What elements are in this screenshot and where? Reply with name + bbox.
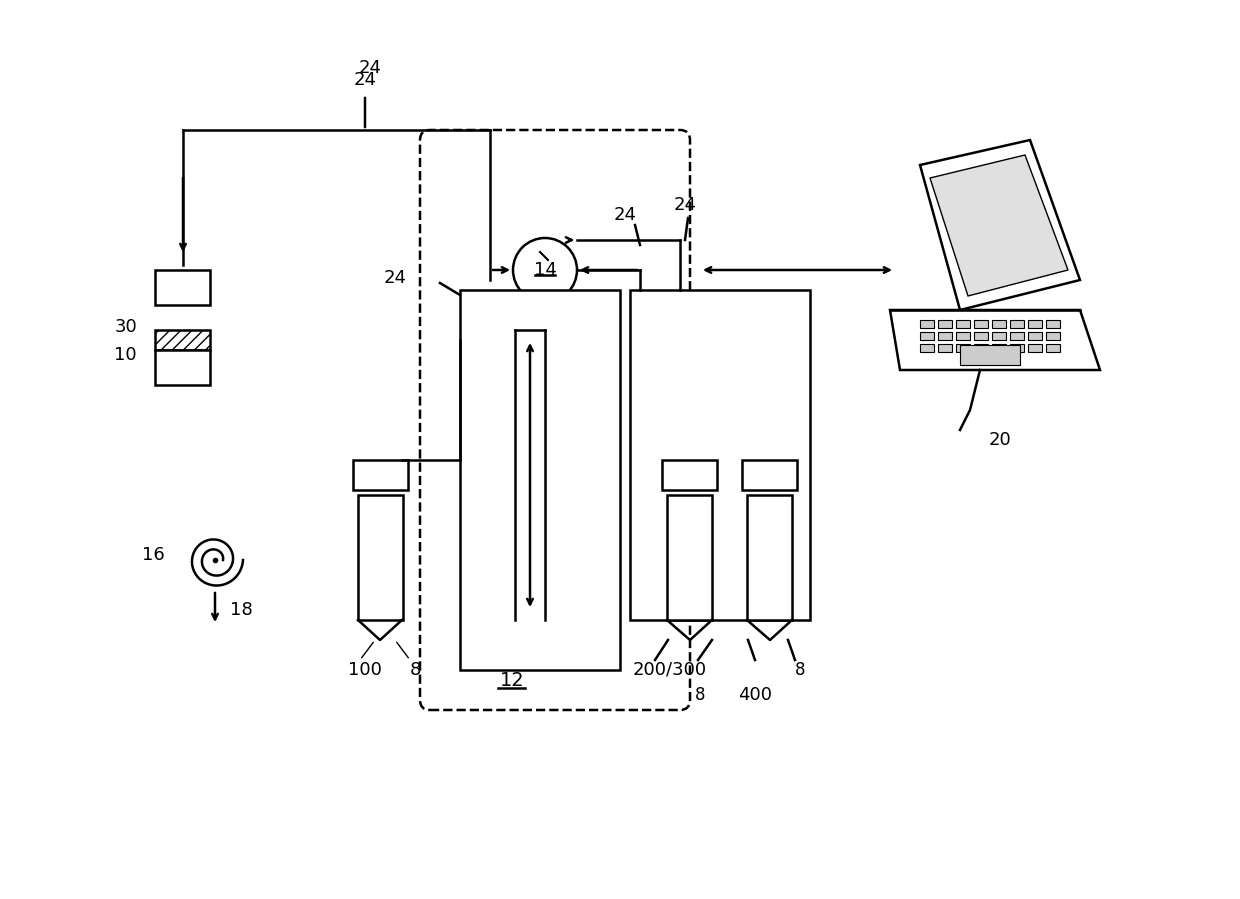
Text: 8: 8	[795, 661, 805, 679]
Bar	[1047, 344, 1060, 352]
Bar	[155, 270, 210, 305]
Bar	[358, 495, 403, 620]
Bar	[992, 320, 1006, 328]
Bar	[956, 344, 970, 352]
Text: 24: 24	[358, 59, 382, 77]
Bar	[155, 350, 210, 385]
Bar	[937, 320, 952, 328]
Text: 18: 18	[229, 601, 253, 619]
Bar	[920, 332, 934, 340]
Bar	[937, 344, 952, 352]
Text: 10: 10	[114, 346, 136, 364]
Bar	[920, 320, 934, 328]
Text: 20: 20	[988, 431, 1012, 449]
Bar	[746, 495, 792, 620]
Bar	[630, 290, 810, 620]
Bar	[1028, 344, 1042, 352]
Bar	[973, 344, 988, 352]
Bar	[1047, 320, 1060, 328]
Bar	[920, 344, 934, 352]
Bar	[956, 320, 970, 328]
Text: 30: 30	[114, 318, 136, 336]
Text: 24: 24	[353, 71, 377, 89]
Text: 24: 24	[383, 269, 407, 287]
Bar	[937, 332, 952, 340]
Bar	[992, 344, 1006, 352]
Bar	[353, 460, 408, 490]
Bar	[667, 495, 712, 620]
Text: 8: 8	[409, 661, 420, 679]
Bar	[662, 460, 717, 490]
Text: 16: 16	[143, 546, 165, 564]
Text: 400: 400	[738, 686, 773, 704]
FancyBboxPatch shape	[420, 130, 689, 710]
Bar	[1011, 344, 1024, 352]
Bar	[742, 460, 797, 490]
Bar	[956, 332, 970, 340]
Bar	[460, 290, 620, 670]
Bar	[155, 330, 210, 350]
Polygon shape	[930, 155, 1068, 296]
Bar	[1047, 332, 1060, 340]
Text: 8: 8	[694, 686, 706, 704]
Bar	[960, 345, 1021, 365]
Bar	[973, 320, 988, 328]
Polygon shape	[920, 140, 1080, 310]
Bar	[992, 332, 1006, 340]
Text: 14: 14	[533, 261, 557, 279]
Bar	[1011, 320, 1024, 328]
Text: 200/300: 200/300	[632, 661, 707, 679]
Circle shape	[513, 238, 577, 302]
Polygon shape	[890, 310, 1100, 370]
Text: 24: 24	[673, 196, 697, 214]
Bar	[973, 332, 988, 340]
Text: 24: 24	[614, 206, 636, 224]
Text: 12: 12	[500, 671, 525, 690]
Text: 100: 100	[348, 661, 382, 679]
Bar	[1028, 320, 1042, 328]
Bar	[1028, 332, 1042, 340]
Bar	[1011, 332, 1024, 340]
